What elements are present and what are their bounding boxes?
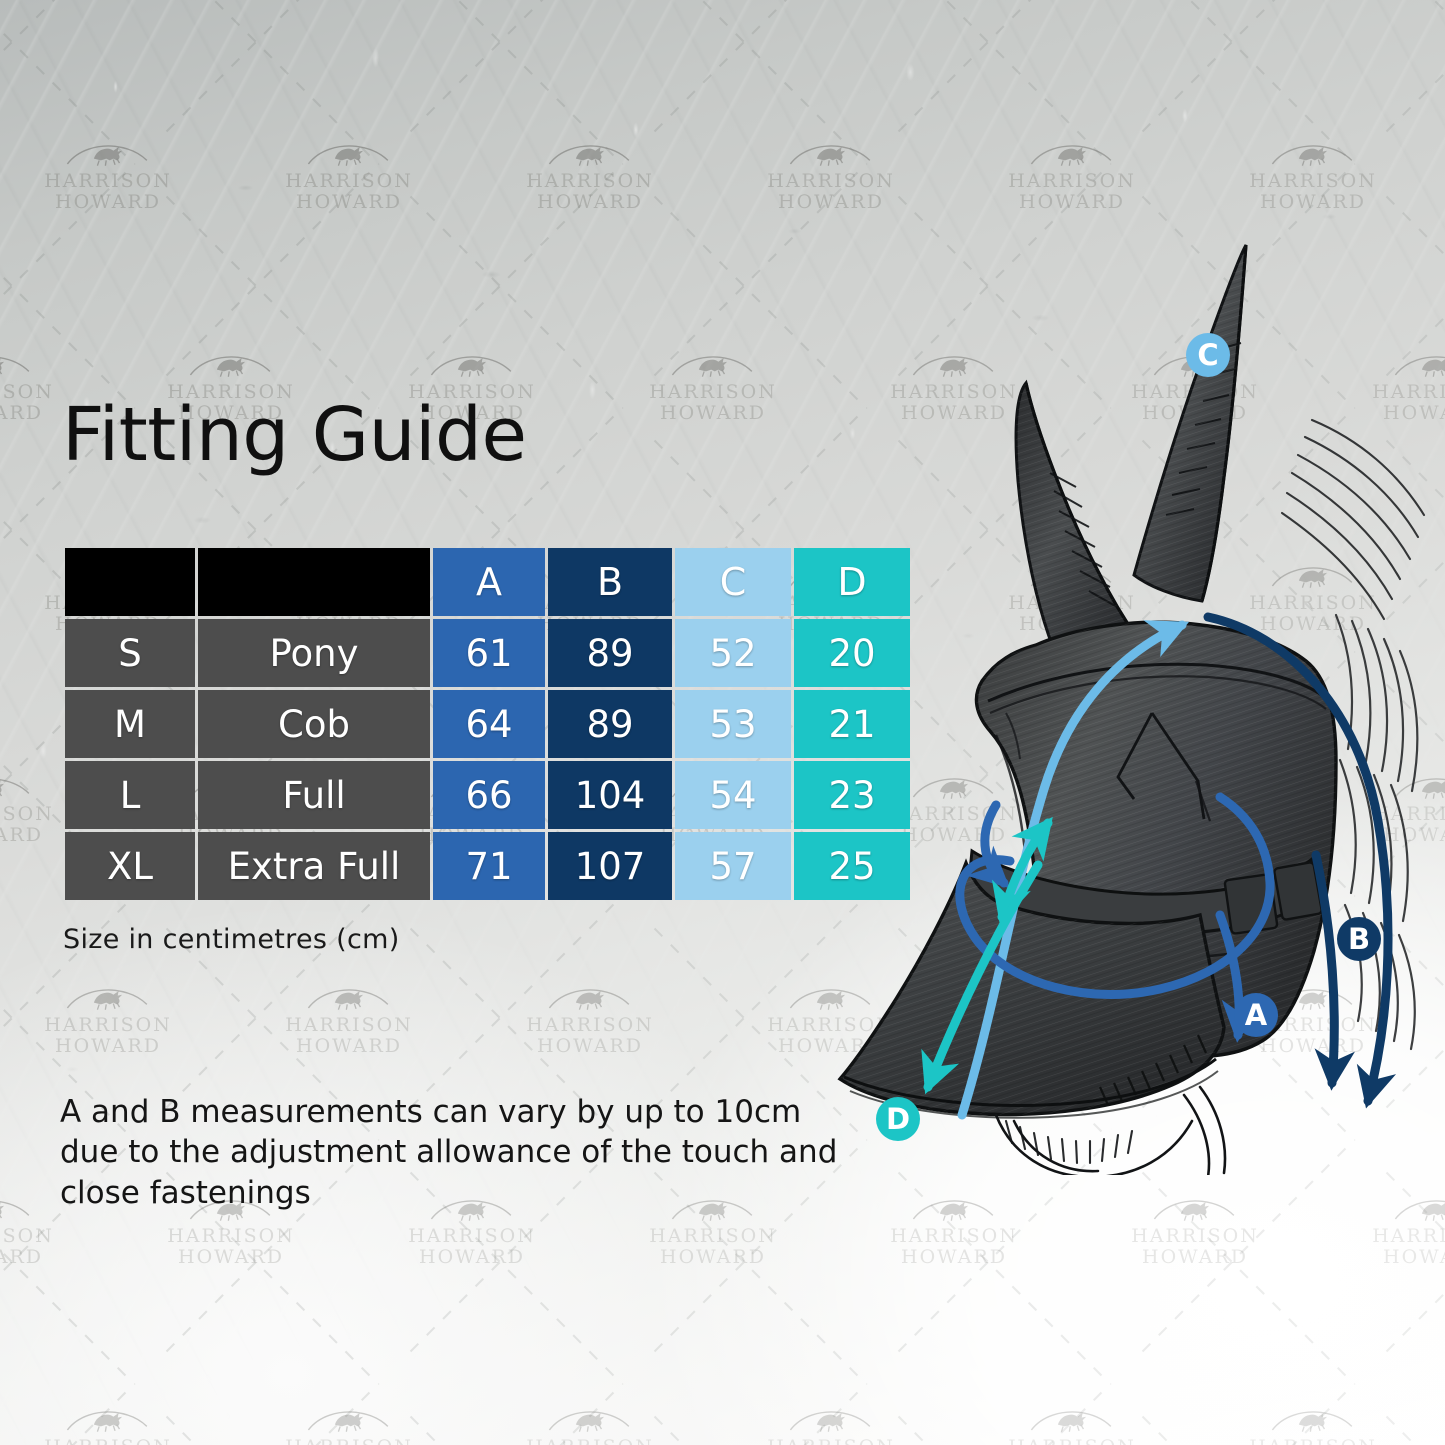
cell-b: 104: [548, 761, 672, 829]
cell-c: 52: [675, 619, 791, 687]
measurement-line-d: [921, 816, 1053, 1095]
cell-c: 57: [675, 832, 791, 900]
cell-a: 71: [433, 832, 545, 900]
cell-size: M: [65, 690, 195, 758]
measurement-line-b: [1203, 612, 1397, 1109]
header-col-b: B: [548, 548, 672, 616]
cell-d: 23: [794, 761, 910, 829]
cell-d: 25: [794, 832, 910, 900]
table-caption: Size in centimetres (cm): [63, 924, 400, 955]
header-col-d: D: [794, 548, 910, 616]
cell-b: 107: [548, 832, 672, 900]
header-blank-2: [198, 548, 430, 616]
cell-name: Extra Full: [198, 832, 430, 900]
cell-a: 61: [433, 619, 545, 687]
cell-size: L: [65, 761, 195, 829]
measurement-line-c: [957, 620, 1190, 1120]
header-col-a: A: [433, 548, 545, 616]
cell-d: 20: [794, 619, 910, 687]
table-header-row: A B C D: [65, 548, 910, 616]
cell-size: XL: [65, 832, 195, 900]
right-ear: [1132, 244, 1248, 603]
marker-badge-b: B: [1337, 917, 1381, 961]
horse-fly-mask-illustration: [837, 244, 1426, 1175]
size-chart-table: A B C D S Pony 61 89 52 20 M Cob 64 89 5…: [62, 545, 913, 903]
muzzle-sketch: [994, 1085, 1227, 1175]
table-row: XL Extra Full 71 107 57 25: [65, 832, 910, 900]
marker-badge-c: C: [1186, 333, 1230, 377]
measurement-note: A and B measurements can vary by up to 1…: [60, 1094, 838, 1211]
cell-name: Pony: [198, 619, 430, 687]
cell-name: Cob: [198, 690, 430, 758]
table-row: M Cob 64 89 53 21: [65, 690, 910, 758]
header-col-c: C: [675, 548, 791, 616]
header-blank-1: [65, 548, 195, 616]
cell-a: 66: [433, 761, 545, 829]
cell-b: 89: [548, 619, 672, 687]
cell-a: 64: [433, 690, 545, 758]
cell-name: Full: [198, 761, 430, 829]
marker-badge-d: D: [876, 1097, 920, 1141]
table-row: L Full 66 104 54 23: [65, 761, 910, 829]
cell-d: 21: [794, 690, 910, 758]
cell-size: S: [65, 619, 195, 687]
table-row: S Pony 61 89 52 20: [65, 619, 910, 687]
cell-c: 53: [675, 690, 791, 758]
cell-c: 54: [675, 761, 791, 829]
mane-sketch: [1280, 418, 1426, 621]
marker-badge-a: A: [1234, 993, 1278, 1037]
page-title: Fitting Guide: [62, 392, 527, 478]
left-ear: [1014, 379, 1147, 659]
cell-b: 89: [548, 690, 672, 758]
